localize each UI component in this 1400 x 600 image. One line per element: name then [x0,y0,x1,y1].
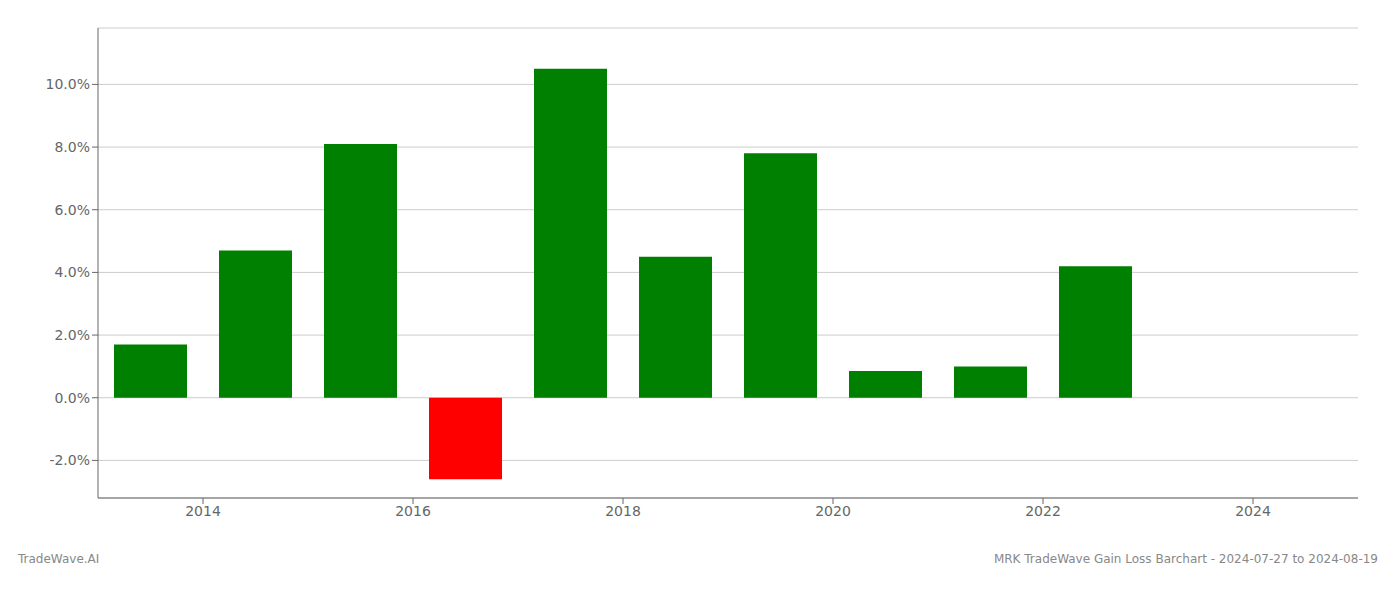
svg-text:2024: 2024 [1235,503,1271,519]
svg-text:2014: 2014 [185,503,221,519]
html-text:TradeWave.AI: TradeWave.AI [18,552,100,566]
svg-text:-2.0%: -2.0% [49,452,90,468]
svg-text:2.0%: 2.0% [54,327,90,343]
svg-text:8.0%: 8.0% [54,139,90,155]
svg-text:10.0%: 10.0% [46,76,90,92]
svg-text:2018: 2018 [605,503,641,519]
svg-text:2020: 2020 [815,503,851,519]
svg-text:6.0%: 6.0% [54,202,90,218]
svg-text:0.0%: 0.0% [54,390,90,406]
html-text:MRK TradeWave Gain Loss Barcha: MRK TradeWave Gain Loss Barchart - 2024-… [993,552,1378,566]
svg-text:4.0%: 4.0% [54,264,90,280]
svg-text:2022: 2022 [1025,503,1061,519]
svg-text:2016: 2016 [395,503,431,519]
